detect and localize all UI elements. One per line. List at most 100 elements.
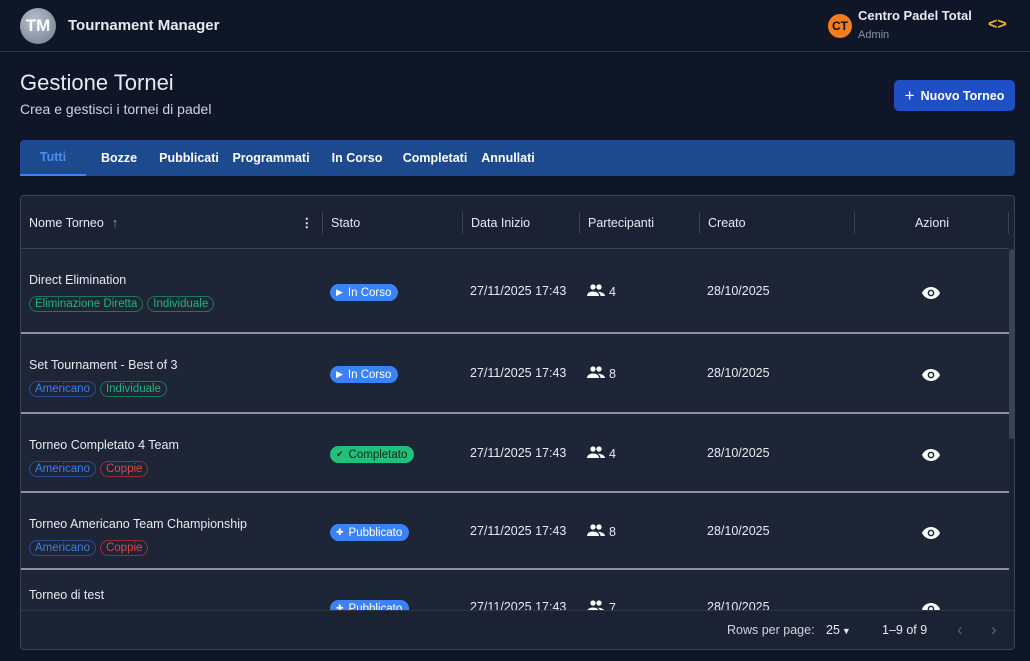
pagination: Rows per page: 25 ▼ 1–9 of 9 ‹ › [21, 610, 1014, 649]
sort-arrow-up-icon[interactable]: ↑ [111, 215, 119, 230]
status-label: In Corso [347, 286, 392, 299]
rows-per-page-value: 25 [826, 623, 840, 637]
column-menu-icon[interactable]: ⋮ [300, 216, 314, 230]
participants-value: 8 [609, 366, 616, 381]
tab-pubblicati[interactable]: Pubblicati [159, 151, 219, 165]
tab-in-corso[interactable]: In Corso [331, 151, 383, 165]
app-logo: TM [20, 8, 56, 44]
tag-list: Americano Individuale [29, 381, 167, 397]
view-eye-icon[interactable] [922, 526, 940, 544]
participants-value: 4 [609, 446, 616, 461]
table-row[interactable]: Torneo Completato 4 Team Americano Coppie ✔… [21, 414, 1009, 493]
column-header-name[interactable]: Nome Torneo ↑ ⋮ [21, 196, 323, 249]
status-badge: ▶ In Corso [330, 366, 399, 383]
tag-chip: Coppie [99, 461, 149, 477]
created-date: 28/10/2025 [707, 366, 770, 380]
tag-chip: Americano [29, 540, 96, 556]
people-icon [587, 524, 605, 539]
status-badge: ✚ Pubblicato [330, 524, 410, 541]
tournament-name[interactable]: Torneo di test [29, 588, 105, 602]
app-header: TM Tournament Manager CT Centro Padel To… [0, 0, 1030, 52]
column-divider[interactable] [462, 212, 463, 234]
column-header-status[interactable]: Stato [331, 215, 361, 230]
play-icon: ▶ [336, 369, 343, 379]
table-row[interactable]: Set Tournament - Best of 3 Americano Indiv… [21, 334, 1009, 414]
tournament-name[interactable]: Set Tournament - Best of 3 [29, 358, 178, 372]
rows-per-page-label: Rows per page: [727, 623, 815, 637]
header-divider [21, 248, 1009, 249]
rows-per-page-select[interactable]: 25 ▼ [826, 623, 851, 637]
tag-chip: Individuale [147, 296, 215, 312]
next-page-icon[interactable]: › [991, 620, 997, 639]
column-header-start[interactable]: Data Inizio [471, 215, 531, 230]
prev-page-icon[interactable]: ‹ [957, 620, 963, 639]
start-date: 27/11/2025 17:43 [470, 524, 567, 538]
tag-chip: Coppie [99, 540, 149, 556]
column-label: Nome Torneo [29, 215, 104, 230]
caret-down-icon: ▼ [841, 626, 851, 636]
status-label: Pubblicato [348, 526, 403, 539]
tab-bozze[interactable]: Bozze [100, 151, 138, 165]
start-date: 27/11/2025 17:43 [470, 284, 567, 298]
column-divider[interactable] [322, 212, 323, 234]
status-badge: ✔ Completato [330, 446, 415, 463]
tournaments-table: Nome Torneo ↑ ⋮ Stato Data Inizio Partecip… [20, 195, 1015, 650]
table-row[interactable]: Direct Elimination Eliminazione Diretta In… [21, 249, 1009, 334]
participants-count: 4 [587, 446, 616, 461]
page-subtitle: Crea e gestisci i tornei di padel [20, 101, 212, 117]
column-header-participants[interactable]: Partecipanti [588, 215, 655, 230]
view-eye-icon[interactable] [922, 448, 940, 466]
start-date: 27/11/2025 17:43 [470, 446, 567, 460]
tournament-name[interactable]: Torneo Completato 4 Team [29, 438, 179, 452]
column-divider [1008, 212, 1009, 234]
tournament-name[interactable]: Direct Elimination [29, 273, 127, 287]
tab-programmati[interactable]: Programmati [232, 151, 310, 165]
new-tournament-label: Nuovo Torneo [920, 88, 1005, 103]
tag-list: Americano Coppie [29, 461, 149, 477]
scrollbar-thumb[interactable] [1009, 249, 1014, 439]
participants-value: 8 [609, 524, 616, 539]
participants-value: 7 [609, 600, 616, 615]
check-circle-icon: ✔ [336, 449, 344, 459]
status-tabs: Tutti Bozze Pubblicati Programmati In Corso C… [20, 140, 1015, 176]
created-date: 28/10/2025 [707, 446, 770, 460]
publish-icon: ✚ [336, 527, 344, 537]
status-label: In Corso [347, 368, 392, 381]
created-date: 28/10/2025 [707, 284, 770, 298]
page-range: 1–9 of 9 [882, 623, 928, 637]
created-date: 28/10/2025 [707, 524, 770, 538]
tag-chip: Individuale [99, 381, 167, 397]
tag-chip: Eliminazione Diretta [29, 296, 144, 312]
tag-list: Americano Coppie [29, 540, 149, 556]
tab-tutti[interactable]: Tutti [20, 140, 86, 176]
people-icon [587, 366, 605, 381]
tab-annullati[interactable]: Annullati [481, 151, 535, 165]
participants-count: 4 [587, 284, 616, 299]
tournament-name[interactable]: Torneo Americano Team Championship [29, 517, 247, 531]
tab-completati[interactable]: Completati [402, 151, 468, 165]
user-role: Admin [858, 29, 890, 41]
tag-chip: Americano [29, 381, 96, 397]
participants-count: 8 [587, 366, 616, 381]
column-divider[interactable] [579, 212, 580, 234]
avatar: CT [828, 14, 852, 38]
page-title: Gestione Tornei [20, 70, 174, 95]
tag-list: Eliminazione Diretta Individuale [29, 296, 215, 312]
new-tournament-button[interactable]: + Nuovo Torneo [894, 80, 1015, 111]
app-title: Tournament Manager [68, 17, 220, 34]
view-eye-icon[interactable] [922, 286, 940, 304]
user-name: Centro Padel Total [858, 8, 972, 23]
column-header-created[interactable]: Creato [708, 215, 746, 230]
column-divider[interactable] [854, 212, 855, 234]
view-eye-icon[interactable] [922, 368, 940, 386]
participants-count: 8 [587, 524, 616, 539]
status-label: Completato [348, 448, 408, 461]
column-header-actions: Azioni [914, 215, 950, 230]
people-icon [587, 446, 605, 461]
table-row[interactable]: Torneo Americano Team Championship Americ… [21, 493, 1009, 570]
tag-chip: Americano [29, 461, 96, 477]
code-icon[interactable]: <> [988, 16, 1007, 33]
people-icon [587, 284, 605, 299]
column-divider[interactable] [699, 212, 700, 234]
play-icon: ▶ [336, 287, 343, 297]
